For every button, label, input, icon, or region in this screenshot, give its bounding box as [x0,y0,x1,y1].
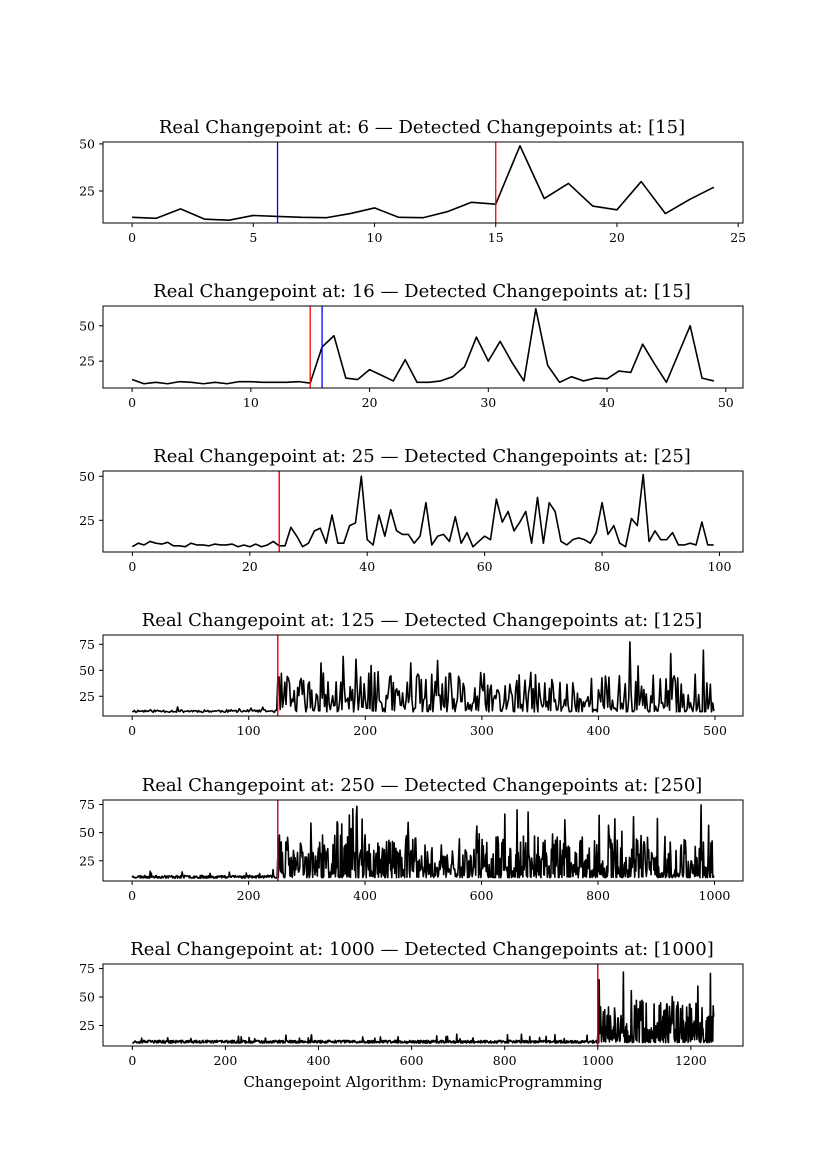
data-series-line [131,971,715,1044]
x-tick-label: 400 [587,723,611,738]
subplot-1: Real Changepoint at: 6 — Detected Change… [79,117,746,245]
x-tick-label: 30 [480,395,496,410]
y-tick-label: 75 [79,961,95,976]
y-tick-label: 75 [79,637,95,652]
x-tick-label: 300 [470,723,494,738]
x-tick-label: 50 [718,395,734,410]
subplot-title: Real Changepoint at: 125 — Detected Chan… [142,610,703,631]
y-tick-label: 50 [79,990,95,1005]
x-tick-label: 200 [213,1053,237,1068]
x-tick-label: 800 [493,1053,517,1068]
subplot-title: Real Changepoint at: 25 — Detected Chang… [153,446,691,467]
x-tick-label: 0 [128,888,136,903]
subplot-3: Real Changepoint at: 25 — Detected Chang… [79,446,744,574]
x-tick-label: 60 [477,559,493,574]
subplot-title: Real Changepoint at: 6 — Detected Change… [159,117,685,138]
data-series-line [131,641,715,714]
y-tick-label: 25 [79,183,95,198]
x-tick-label: 10 [367,230,383,245]
subplot-title: Real Changepoint at: 16 — Detected Chang… [153,281,691,302]
x-tick-label: 500 [703,723,727,738]
x-tick-label: 800 [586,888,610,903]
subplot-5: Real Changepoint at: 250 — Detected Chan… [79,775,744,903]
x-tick-label: 40 [359,559,375,574]
x-tick-label: 20 [362,395,378,410]
x-tick-label: 10 [243,395,259,410]
x-tick-label: 400 [353,888,377,903]
plot-frame [102,305,744,389]
data-series-line [131,804,715,879]
x-tick-label: 40 [599,395,615,410]
x-tick-label: 5 [249,230,257,245]
plot-frame [102,963,744,1047]
y-tick-label: 25 [79,354,95,369]
subplot-title: Real Changepoint at: 250 — Detected Chan… [142,775,703,796]
x-tick-label: 600 [400,1053,424,1068]
figure-xlabel: Changepoint Algorithm: DynamicProgrammin… [243,1073,603,1091]
y-tick-label: 75 [79,797,95,812]
x-tick-label: 25 [730,230,746,245]
y-tick-label: 25 [79,1018,95,1033]
x-tick-label: 1000 [582,1053,614,1068]
x-tick-label: 100 [237,723,261,738]
y-tick-label: 50 [79,825,95,840]
x-tick-label: 20 [609,230,625,245]
plot-frame [102,799,744,882]
x-tick-label: 0 [128,1053,136,1068]
subplot-title: Real Changepoint at: 1000 — Detected Cha… [130,939,714,960]
x-tick-label: 15 [488,230,504,245]
y-tick-label: 25 [79,513,95,528]
x-tick-label: 0 [128,723,136,738]
x-tick-label: 1000 [699,888,731,903]
y-tick-label: 50 [79,136,95,151]
plot-frame [102,634,744,717]
subplot-4: Real Changepoint at: 125 — Detected Chan… [79,610,744,738]
x-tick-label: 0 [128,395,136,410]
x-tick-label: 100 [708,559,732,574]
plot-frame [102,470,744,553]
y-tick-label: 50 [79,318,95,333]
x-tick-label: 200 [353,723,377,738]
x-tick-label: 0 [128,230,136,245]
plot-frame [102,141,744,224]
x-tick-label: 600 [470,888,494,903]
x-tick-label: 400 [307,1053,331,1068]
subplot-6: Real Changepoint at: 1000 — Detected Cha… [79,939,744,1068]
data-series-line [132,144,715,221]
x-tick-label: 20 [242,559,258,574]
y-tick-label: 50 [79,663,95,678]
x-tick-label: 200 [237,888,261,903]
subplot-2: Real Changepoint at: 16 — Detected Chang… [79,281,744,410]
y-tick-label: 50 [79,469,95,484]
x-tick-label: 80 [594,559,610,574]
y-tick-label: 25 [79,853,95,868]
x-tick-label: 0 [128,559,136,574]
y-tick-label: 25 [79,689,95,704]
data-series-line [131,308,715,385]
data-series-line [131,473,714,548]
x-tick-label: 1200 [675,1053,707,1068]
